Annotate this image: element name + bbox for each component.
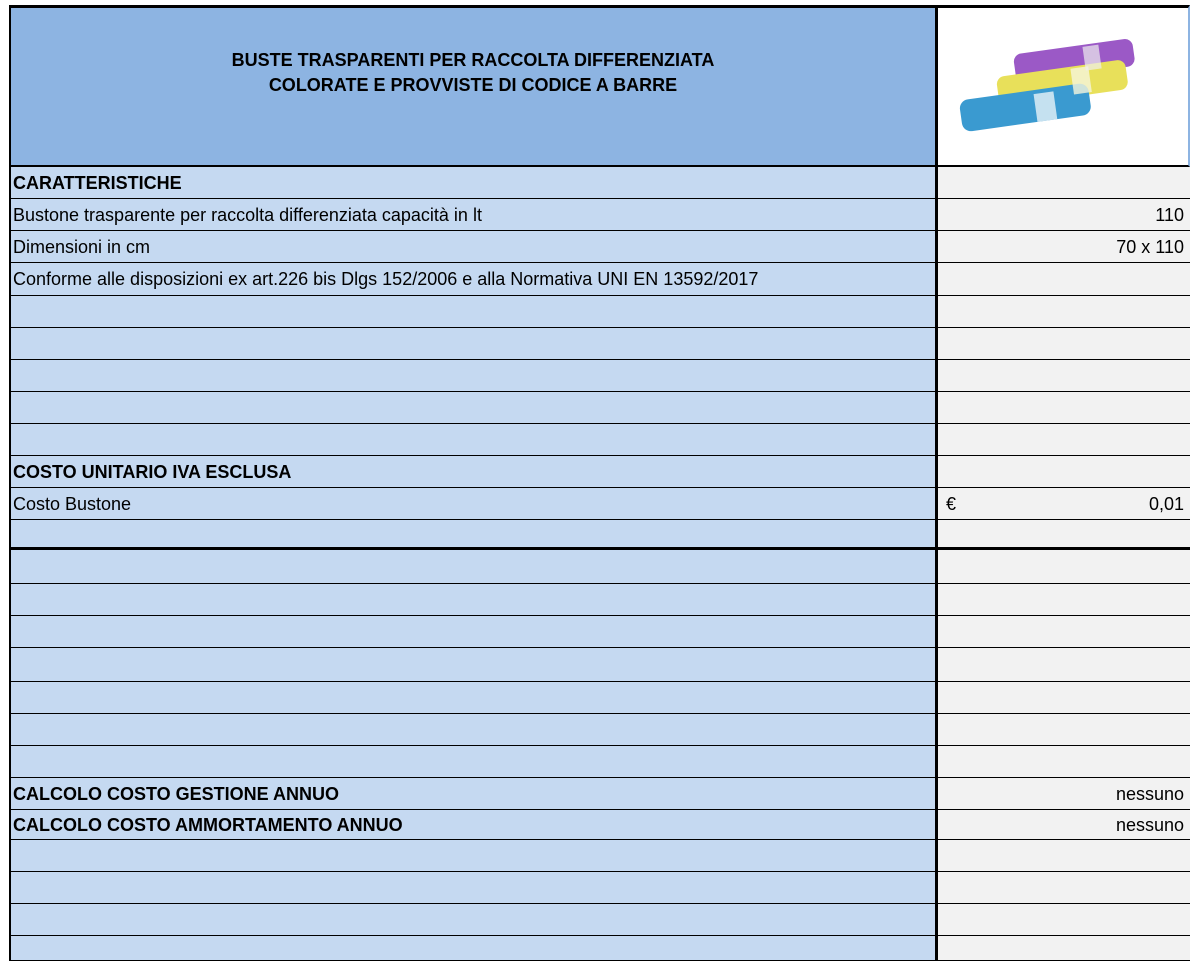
row-label — [9, 392, 935, 424]
row-value — [935, 360, 1190, 392]
row-value — [935, 616, 1190, 648]
row-label — [9, 360, 935, 392]
title-line: BUSTE TRASPARENTI PER RACCOLTA DIFFERENZ… — [231, 49, 715, 70]
row-label — [9, 840, 935, 872]
row-value — [935, 714, 1190, 746]
title-line: COLORATE E PROVVISTE DI CODICE A BARRE — [268, 74, 678, 95]
label-text: CALCOLO COSTO GESTIONE ANNUO — [13, 783, 340, 804]
header: BUSTE TRASPARENTI PER RACCOLTA DIFFERENZ… — [9, 5, 935, 167]
value-text: 110 — [1155, 204, 1184, 225]
row-label — [9, 682, 935, 714]
row-label — [9, 872, 935, 904]
label-text: Costo Bustone — [13, 493, 132, 514]
label-text: Bustone trasparente per raccolta differe… — [13, 204, 482, 225]
value-text: nessuno — [1115, 814, 1184, 835]
row-value — [935, 682, 1190, 714]
section-heading: CALCOLO COSTO AMMORTAMENTO ANNUO — [9, 810, 935, 840]
row-label — [9, 520, 935, 550]
row-value — [935, 520, 1190, 550]
section-heading: CALCOLO COSTO GESTIONE ANNUO — [9, 778, 935, 810]
row-value — [935, 456, 1190, 488]
value-text: 70 x 110 — [1116, 236, 1184, 257]
row-value — [935, 648, 1190, 682]
label-text: Conforme alle disposizioni ex art.226 bi… — [13, 269, 759, 289]
row-label — [9, 424, 935, 456]
row-label: Conforme alle disposizioni ex art.226 bi… — [9, 263, 935, 296]
row-value — [935, 936, 1190, 961]
product-image — [935, 5, 1190, 167]
section-heading: CARATTERISTICHE — [9, 167, 935, 199]
row-label: Bustone trasparente per raccolta differe… — [9, 199, 935, 231]
row-value: 110 — [935, 199, 1190, 231]
row-value — [935, 872, 1190, 904]
label-text: CALCOLO COSTO AMMORTAMENTO ANNUO — [13, 814, 403, 835]
label-text: CARATTERISTICHE — [13, 172, 182, 193]
row-value — [935, 550, 1190, 584]
row-label — [9, 936, 935, 961]
row-label — [9, 714, 935, 746]
row-label — [9, 746, 935, 778]
row-label: Costo Bustone — [9, 488, 935, 520]
row-value: 70 x 110 — [935, 231, 1190, 263]
row-value — [935, 328, 1190, 360]
row-value — [935, 263, 1190, 296]
row-label — [9, 904, 935, 936]
row-value: nessuno — [935, 810, 1190, 840]
row-value: nessuno — [935, 778, 1190, 810]
section-heading: COSTO UNITARIO IVA ESCLUSA — [9, 456, 935, 488]
label-text: Dimensioni in cm — [13, 236, 151, 257]
value-text: 0,01 — [1148, 493, 1184, 514]
row-label — [9, 550, 935, 584]
row-label — [9, 616, 935, 648]
row-value — [935, 296, 1190, 328]
value-text: nessuno — [1115, 783, 1184, 804]
label-text: COSTO UNITARIO IVA ESCLUSA — [13, 461, 292, 482]
row-value — [935, 584, 1190, 616]
row-label — [9, 296, 935, 328]
currency: € — [946, 493, 957, 514]
bags-illustration — [959, 38, 1135, 132]
row-value: €0,01 — [935, 488, 1190, 520]
row-value — [935, 424, 1190, 456]
row-label: Dimensioni in cm — [9, 231, 935, 263]
row-label — [9, 584, 935, 616]
row-value — [935, 392, 1190, 424]
row-label — [9, 648, 935, 682]
row-value — [935, 904, 1190, 936]
row-label — [9, 328, 935, 360]
row-value — [935, 167, 1190, 199]
row-value — [935, 746, 1190, 778]
row-value — [935, 840, 1190, 872]
